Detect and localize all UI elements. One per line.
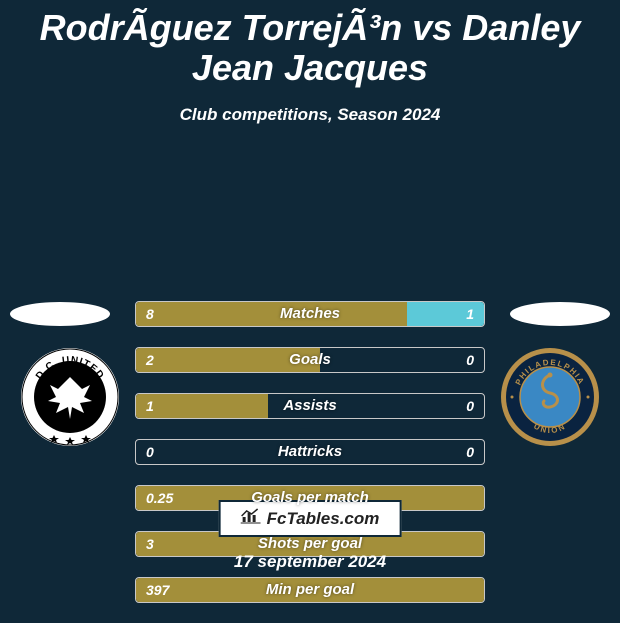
crest-dc-united: D.C. UNITED	[20, 347, 120, 447]
crest-philadelphia-union: PHILADELPHIA UNION	[500, 347, 600, 447]
stat-value-left: 1	[146, 394, 154, 418]
stat-label: Goals	[136, 348, 484, 372]
stat-value-left: 397	[146, 578, 169, 602]
stat-label: Assists	[136, 394, 484, 418]
stat-value-left: 0	[146, 440, 154, 464]
stat-value-left: 2	[146, 348, 154, 372]
stat-row: Hattricks0 0	[135, 439, 485, 465]
stat-row: Matches8 1	[135, 301, 485, 327]
stat-label: Goals per match	[136, 486, 484, 510]
stat-value-left: 8	[146, 302, 154, 326]
page-subtitle: Club competitions, Season 2024	[0, 105, 620, 125]
stat-value-right: 1	[466, 302, 474, 326]
stat-row: Min per goal397	[135, 577, 485, 603]
stat-row: Assists1 0	[135, 393, 485, 419]
player-chip-left	[10, 302, 110, 326]
page-title: RodrÃ­guez TorrejÃ³n vs Danley Jean Jacq…	[0, 0, 620, 87]
player-chip-right	[510, 302, 610, 326]
stat-value-left: 3	[146, 532, 154, 556]
stat-value-right: 0	[466, 348, 474, 372]
stat-row: Goals per match0.25	[135, 485, 485, 511]
stat-value-right: 0	[466, 440, 474, 464]
chart-icon	[241, 508, 261, 529]
stats-container: Matches81Goals20Assists10Hattricks00Goal…	[135, 301, 485, 623]
stat-label: Shots per goal	[136, 532, 484, 556]
footer-badge-text: FcTables.com	[267, 509, 380, 529]
stat-value-right: 0	[466, 394, 474, 418]
stat-label: Hattricks	[136, 440, 484, 464]
stat-row: Goals2 0	[135, 347, 485, 373]
stat-value-left: 0.25	[146, 486, 173, 510]
stat-label: Matches	[136, 302, 484, 326]
stat-label: Min per goal	[136, 578, 484, 602]
stat-row: Shots per goal3	[135, 531, 485, 557]
